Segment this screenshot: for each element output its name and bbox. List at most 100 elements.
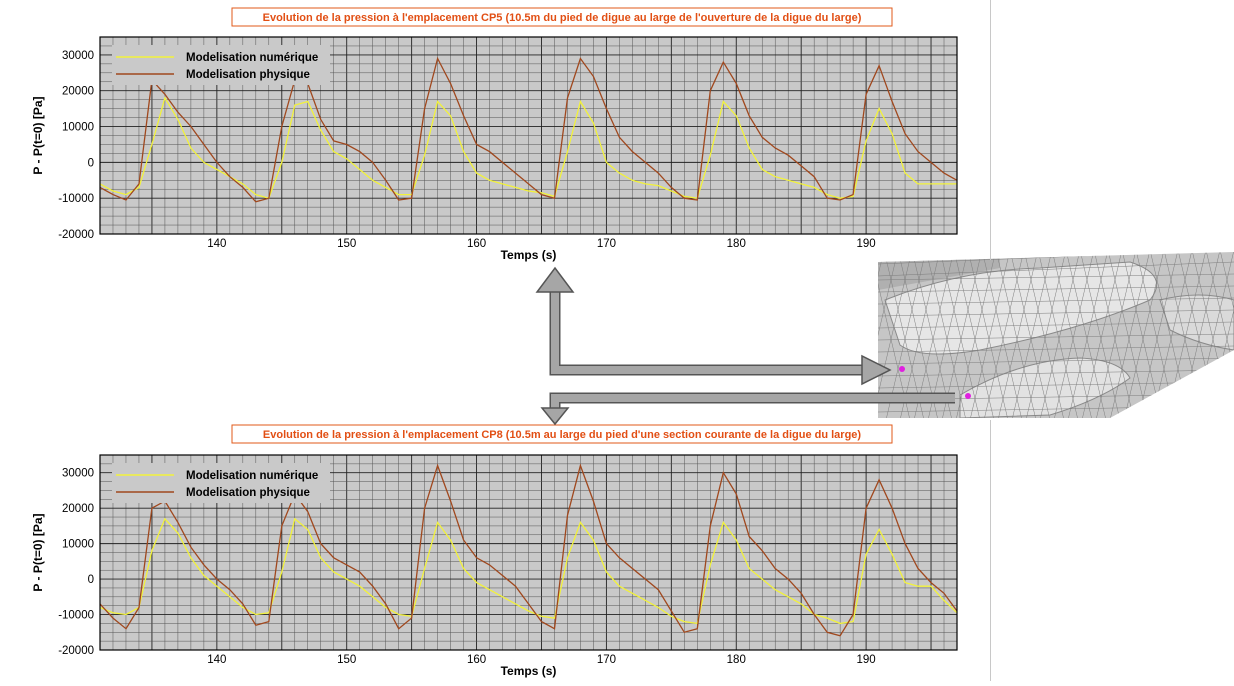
mesh-edge [878, 369, 1234, 377]
mesh-edge [1009, 252, 1051, 418]
mesh-edge [1051, 252, 1093, 418]
x-tick-label: 180 [727, 654, 746, 666]
mesh-edge [878, 273, 1234, 281]
x-tick-label: 160 [467, 238, 486, 250]
chart-panel-2: Evolution de la pression à l'emplacement… [31, 424, 958, 678]
mesh-edge [1065, 252, 1107, 418]
y-tick-label: -10000 [58, 193, 94, 205]
x-tick-label: 170 [597, 654, 616, 666]
mesh-edge [1011, 252, 1053, 418]
x-tick-label: 160 [467, 654, 486, 666]
legend-box [112, 463, 330, 503]
mesh-edge [1039, 252, 1081, 418]
y-tick-label: 30000 [62, 50, 94, 62]
mesh-edge [878, 321, 1234, 329]
x-tick-label: 180 [727, 238, 746, 250]
arrow-cp5-outline [549, 292, 880, 376]
separator-top [990, 0, 991, 260]
arrow-cp5-shaft [551, 292, 880, 374]
mesh-edge [878, 297, 1234, 305]
chart-title-box [231, 424, 893, 444]
legend-label: Modelisation numérique [186, 52, 318, 64]
mesh-edge [911, 252, 953, 418]
mesh-edge [878, 345, 1234, 353]
mesh-edge [969, 252, 1011, 418]
mesh-edge [1079, 252, 1121, 418]
y-tick-label: 10000 [62, 122, 94, 134]
chart-panel-1: Evolution de la pression à l'emplacement… [31, 7, 958, 262]
mesh-edge [1205, 252, 1234, 418]
mesh-edge [1107, 252, 1149, 418]
mesh-edge [897, 252, 939, 418]
mesh-edge [1067, 252, 1109, 418]
mesh-edge [1123, 252, 1165, 418]
y-tick-label: 20000 [62, 86, 94, 98]
x-axis-label: Temps (s) [501, 248, 557, 262]
mesh-edge [1093, 252, 1135, 418]
mesh-edge [878, 309, 1234, 317]
mesh-edge [1109, 252, 1151, 418]
mesh-edge [1219, 252, 1234, 418]
legend-box [112, 45, 330, 85]
y-tick-label: -20000 [58, 229, 94, 241]
mesh-edge [1023, 252, 1065, 418]
sensor-marker-cp8 [965, 393, 971, 399]
mesh-edge [878, 285, 1234, 293]
x-tick-label: 190 [857, 654, 876, 666]
y-tick-label: 10000 [62, 539, 94, 551]
mesh-edge [878, 333, 1234, 341]
chart-title: Evolution de la pression à l'emplacement… [263, 429, 861, 441]
mesh-edge [997, 252, 1039, 418]
mesh-berm-upper [884, 261, 1158, 355]
mesh-edge [878, 252, 911, 418]
series-line-physique [99, 463, 958, 637]
arrow-cp8-head-down [540, 407, 570, 426]
x-tick-label: 150 [337, 654, 356, 666]
legend-label: Modelisation physique [186, 69, 310, 81]
x-tick-label: 140 [207, 654, 226, 666]
mesh-edge [925, 252, 967, 418]
y-tick-label: -20000 [58, 645, 94, 657]
series-line-physique [99, 56, 958, 203]
legend-label: Modelisation numérique [186, 470, 318, 482]
plot-border [99, 36, 958, 235]
y-tick-label: 30000 [62, 468, 94, 480]
mesh-edge [1053, 252, 1095, 418]
mesh-edge [1095, 252, 1137, 418]
x-tick-label: 150 [337, 238, 356, 250]
y-axis-label: P - P(t=0) [Pa] [31, 96, 45, 174]
mesh-edge [878, 357, 1234, 365]
chart-title-box [231, 7, 893, 27]
x-tick-label: 190 [857, 238, 876, 250]
x-axis-label: Temps (s) [501, 664, 557, 678]
mesh-edge [899, 252, 941, 418]
mesh-edge [1121, 252, 1163, 418]
plot-border [99, 454, 958, 651]
mesh-edge [983, 252, 1025, 418]
y-tick-label: 0 [88, 574, 94, 586]
mesh-edge [883, 252, 925, 418]
y-tick-label: -10000 [58, 610, 94, 622]
series-line-numerique [99, 96, 957, 199]
y-tick-label: 20000 [62, 503, 94, 515]
mesh-edge [927, 252, 969, 418]
x-tick-label: 140 [207, 238, 226, 250]
mesh-edge [913, 252, 955, 418]
arrow-cp5-head-up [535, 266, 575, 293]
y-tick-label: 0 [88, 157, 94, 169]
y-axis-label: P - P(t=0) [Pa] [31, 513, 45, 591]
mesh-edge [1025, 252, 1067, 418]
mesh-edge [995, 252, 1037, 418]
x-tick-label: 170 [597, 238, 616, 250]
mesh-edge [878, 252, 899, 418]
mesh-edge [953, 252, 995, 418]
mesh-edge [878, 252, 913, 418]
chart-title: Evolution de la pression à l'emplacement… [263, 12, 862, 24]
arrow-cp8-shaft [551, 394, 955, 410]
mesh-edge [1137, 252, 1179, 418]
mesh-edge [885, 252, 927, 418]
mesh-edge [878, 261, 1234, 277]
separator-bottom [990, 420, 991, 681]
